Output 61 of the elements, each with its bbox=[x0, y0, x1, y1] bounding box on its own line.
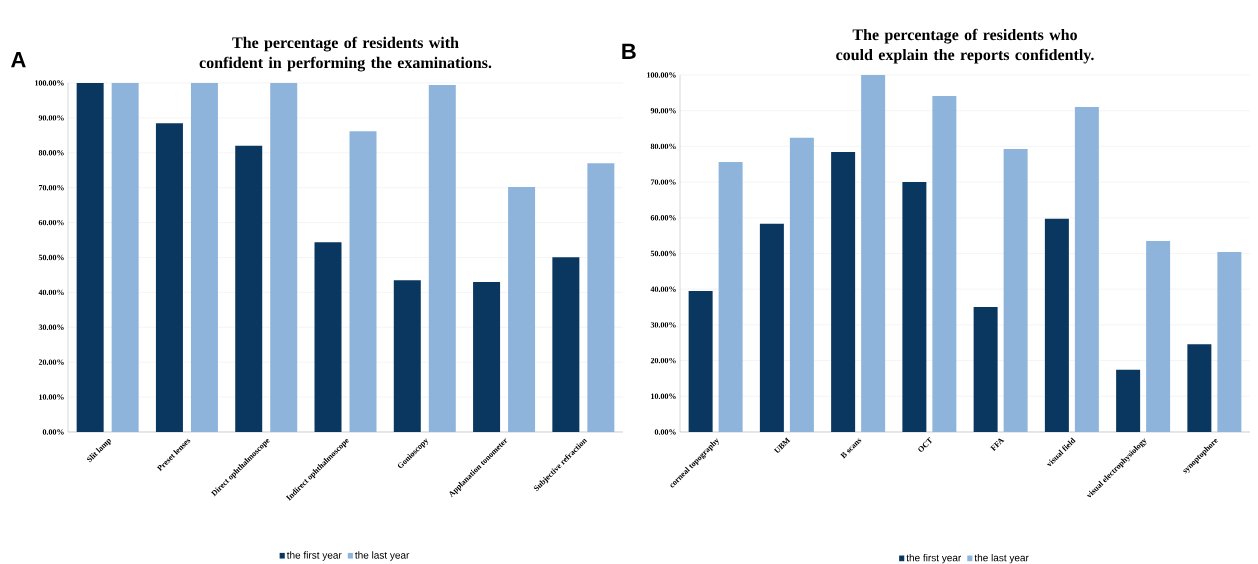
bar bbox=[349, 131, 377, 432]
legend-label: the last year bbox=[355, 551, 410, 561]
bar bbox=[759, 223, 784, 432]
legend-label: the last year bbox=[974, 554, 1029, 564]
y-tick-label: 90.00% bbox=[650, 107, 676, 114]
bar bbox=[270, 82, 298, 432]
bar bbox=[1217, 252, 1242, 432]
y-tick-label: 20.00% bbox=[38, 359, 64, 365]
bar bbox=[393, 280, 421, 432]
y-tick-label: 0.00% bbox=[42, 429, 64, 435]
y-tick-label: 80.00% bbox=[38, 150, 64, 156]
chart-title: The percentage of residents who could explain the reports confidently. bbox=[836, 28, 1094, 64]
bar bbox=[190, 82, 218, 432]
bar bbox=[314, 242, 342, 432]
y-tick-label: 60.00% bbox=[650, 215, 676, 221]
y-tick-label: 50.00% bbox=[650, 250, 676, 257]
y-tick-label: 10.00% bbox=[39, 394, 64, 400]
y-tick-label: 40.00% bbox=[650, 286, 676, 292]
bar bbox=[552, 257, 580, 432]
chart-title: The percentage of residents with confident in performing the examinations. bbox=[199, 36, 492, 72]
bar bbox=[1187, 344, 1212, 432]
y-tick-label: 70.00% bbox=[38, 184, 64, 191]
y-tick-label: 60.00% bbox=[38, 219, 64, 226]
y-tick-label: 40.00% bbox=[38, 289, 64, 296]
bar bbox=[428, 85, 456, 432]
bar bbox=[111, 82, 139, 432]
bar bbox=[155, 123, 183, 432]
bar bbox=[235, 145, 263, 432]
y-tick-label: 30.00% bbox=[650, 322, 676, 328]
bar bbox=[902, 182, 927, 432]
text: B bbox=[622, 43, 636, 59]
bar bbox=[587, 163, 615, 432]
bar bbox=[932, 96, 957, 432]
bar bbox=[1074, 107, 1099, 432]
x-tick-label: FFA bbox=[990, 438, 1005, 452]
bar bbox=[76, 82, 104, 432]
y-tick-label: 80.00% bbox=[650, 143, 676, 150]
bar bbox=[688, 290, 713, 432]
bar bbox=[1146, 240, 1171, 432]
text: A bbox=[11, 52, 26, 68]
y-tick-label: 100.00% bbox=[647, 72, 676, 78]
bar bbox=[473, 281, 501, 432]
legend-label: the first year bbox=[906, 554, 962, 564]
y-tick-label: 70.00% bbox=[650, 179, 676, 185]
legend-label: the first year bbox=[286, 551, 342, 561]
y-tick-label: 10.00% bbox=[651, 393, 676, 399]
bar bbox=[1116, 369, 1141, 432]
bar bbox=[1003, 148, 1028, 432]
bar bbox=[861, 74, 886, 432]
y-tick-label: 50.00% bbox=[38, 254, 64, 261]
y-tick-label: 30.00% bbox=[38, 324, 64, 330]
y-tick-label: 90.00% bbox=[38, 115, 64, 121]
bar bbox=[831, 152, 856, 432]
bar bbox=[1044, 218, 1069, 432]
y-tick-label: 20.00% bbox=[650, 357, 676, 364]
y-tick-label: 0.00% bbox=[654, 429, 676, 435]
bar bbox=[508, 186, 536, 432]
bar bbox=[973, 307, 998, 432]
bar bbox=[718, 162, 743, 432]
y-tick-label: 100.00% bbox=[35, 80, 64, 86]
bar bbox=[789, 137, 814, 432]
